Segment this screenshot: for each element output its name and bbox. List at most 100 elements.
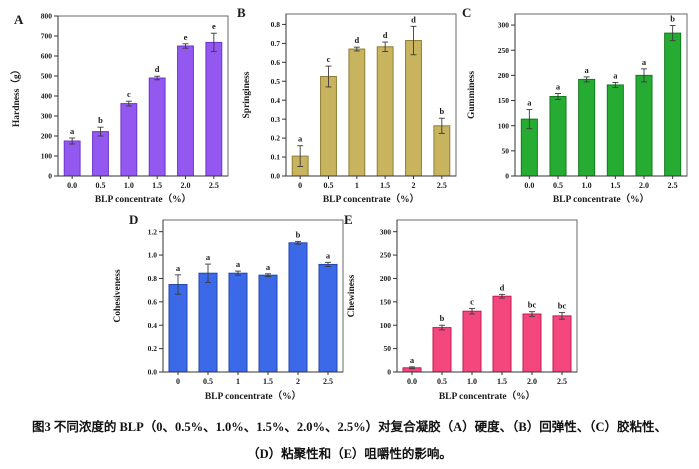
bar-0.5: [549, 96, 567, 177]
x-axis-title: BLP concentrate（%）: [205, 390, 301, 402]
y-tick-label: 0.0: [271, 172, 281, 181]
x-tick-label: 0.5: [437, 377, 447, 386]
sig-letter: a: [527, 98, 532, 108]
plot-frame: [162, 219, 344, 373]
sig-letter: a: [642, 57, 647, 67]
x-axis-title: BLP concentrate（%）: [323, 193, 419, 205]
y-tick-label: 0: [505, 172, 509, 181]
panel-label-c: C: [462, 5, 472, 20]
bar-chart-cohesiveness: a 0 a 0.5 a 1 a 1.5 b 2 a 2.5 0.0 0.2 0.4 0.6 0.8 1.0 1.2 B…: [113, 219, 344, 402]
x-tick-label: 1.5: [497, 377, 507, 386]
y-tick-label: 150: [380, 297, 392, 306]
bar-2.0: [522, 313, 542, 373]
y-tick-label: 50: [384, 344, 392, 353]
bar-1.5: [148, 77, 166, 177]
sig-letter: b: [296, 229, 301, 239]
x-tick-label: 1: [236, 377, 240, 386]
x-tick-label: 0.5: [553, 181, 563, 190]
y-tick-label: 100: [498, 121, 510, 130]
sig-letter: d: [155, 64, 160, 74]
y-tick-label: 400: [41, 92, 53, 101]
chart-panel-springiness: B a 0 c 0.5 d 1 d 1.5 d 2 b 2.5 0.0 0.1 0.2 0.3 0.4 0.5 0.…: [234, 2, 462, 208]
bar-2.5: [205, 41, 223, 177]
x-tick-label: 0.5: [203, 377, 213, 386]
x-tick-label: 2.0: [527, 377, 537, 386]
y-tick-label: 300: [380, 227, 392, 236]
sig-letter: a: [556, 81, 561, 91]
sig-letter: b: [439, 106, 444, 116]
panel-label-a: A: [14, 12, 24, 27]
y-tick-label: 700: [41, 32, 53, 41]
sig-letter: a: [266, 262, 271, 272]
bar-0.0: [63, 140, 81, 177]
y-tick-label: 0: [387, 368, 391, 377]
y-tick-label: 0.0: [148, 368, 158, 377]
chart-panel-gumminess: C a 0.0 a 0.5 a 1.0 a 1.5 a 2.0 b 2.5 0 50 100 150 200 25…: [459, 2, 693, 208]
sig-letter: d: [383, 30, 388, 40]
sig-letter: a: [236, 259, 241, 269]
x-tick-label: 1.5: [263, 377, 273, 386]
sig-letter: a: [298, 134, 303, 144]
sig-letter: e: [184, 32, 188, 42]
x-tick-label: 1.5: [610, 181, 620, 190]
y-tick-label: 300: [498, 21, 510, 30]
x-tick-label: 0.0: [67, 181, 77, 190]
sig-letter: c: [470, 296, 474, 306]
y-tick-label: 100: [380, 321, 392, 330]
figure-caption: 图3 不同浓度的 BLP（0、0.5%、1.0%、1.5%、2.0%、2.5%）…: [0, 414, 699, 468]
y-tick-label: 1.0: [148, 251, 158, 260]
sig-letter: d: [411, 14, 416, 24]
y-tick-label: 200: [41, 132, 53, 141]
y-tick-label: 0.4: [271, 96, 281, 105]
bar-2.5: [664, 32, 682, 177]
y-axis-title: Chewiness: [347, 274, 357, 317]
sig-letter: a: [613, 70, 618, 80]
bar-chart-springiness: a 0 c 0.5 d 1 d 1.5 d 2 b 2.5 0.0 0.1 0.2 0.3 0.4 0.5 0.6 0…: [242, 13, 457, 205]
x-tick-label: 0: [176, 377, 180, 386]
sig-letter: e: [212, 21, 216, 31]
y-tick-label: 0: [48, 172, 52, 181]
y-tick-label: 0.2: [148, 344, 158, 353]
plot-frame: [514, 13, 688, 177]
sig-letter: a: [206, 252, 211, 262]
x-tick-label: 2.5: [668, 181, 678, 190]
y-tick-label: 500: [41, 72, 53, 81]
x-tick-label: 1.0: [467, 377, 477, 386]
panel-label-e: E: [344, 212, 353, 227]
y-tick-label: 0.5: [271, 77, 281, 86]
panel-label-b: B: [237, 5, 246, 20]
sig-letter: a: [176, 263, 181, 273]
bar-1.5: [376, 46, 394, 177]
bar-chart-gumminess: a 0.0 a 0.5 a 1.0 a 1.5 a 2.0 b 2.5 0 50 100 150 200 250 3…: [467, 13, 688, 205]
y-tick-label: 300: [41, 112, 53, 121]
x-tick-label: 0.0: [524, 181, 534, 190]
sig-letter: c: [327, 54, 331, 64]
figure-caption-line-1: 图3 不同浓度的 BLP（0、0.5%、1.0%、1.5%、2.0%、2.5%）…: [31, 420, 668, 434]
y-tick-label: 0.8: [148, 274, 158, 283]
sig-letter: a: [410, 355, 415, 365]
x-tick-label: 2.5: [557, 377, 567, 386]
x-tick-label: 2.0: [181, 181, 191, 190]
x-axis-title: BLP concentrate（%）: [439, 390, 535, 402]
y-tick-label: 200: [380, 274, 392, 283]
chart-panel-cohesiveness: D a 0 a 0.5 a 1 a 1.5 b 2 a 2.5 0.0 0.2 0.4 0.6 0.8 1.0 1.…: [103, 212, 351, 408]
x-axis-title: BLP concentrate（%）: [553, 193, 649, 205]
y-tick-label: 250: [380, 251, 392, 260]
bar-1.0: [462, 310, 482, 373]
y-tick-label: 0.6: [271, 58, 281, 67]
y-axis-title: Hardness（g）: [10, 65, 22, 127]
x-axis-title: BLP concentrate（%）: [95, 193, 191, 205]
plot-frame: [285, 13, 457, 177]
bar-1.0: [578, 78, 596, 177]
bar-1.5: [258, 274, 278, 373]
sig-letter: d: [354, 35, 359, 45]
y-tick-label: 250: [498, 46, 510, 55]
x-tick-label: 1.5: [152, 181, 162, 190]
x-tick-label: 1.0: [124, 181, 134, 190]
chart-panel-chewiness: E a 0.0 b 0.5 c 1.0 d 1.5 bc 2.0 bc 2.5 0 50 100 150 200…: [335, 212, 585, 408]
sig-letter: a: [326, 250, 331, 260]
x-tick-label: 2: [296, 377, 300, 386]
bar-chart-hardness: a 0.0 b 0.5 c 1.0 d 1.5 e 2.0 e 2.5 0 100 200 300 400 500…: [10, 12, 229, 205]
y-tick-label: 50: [502, 146, 510, 155]
